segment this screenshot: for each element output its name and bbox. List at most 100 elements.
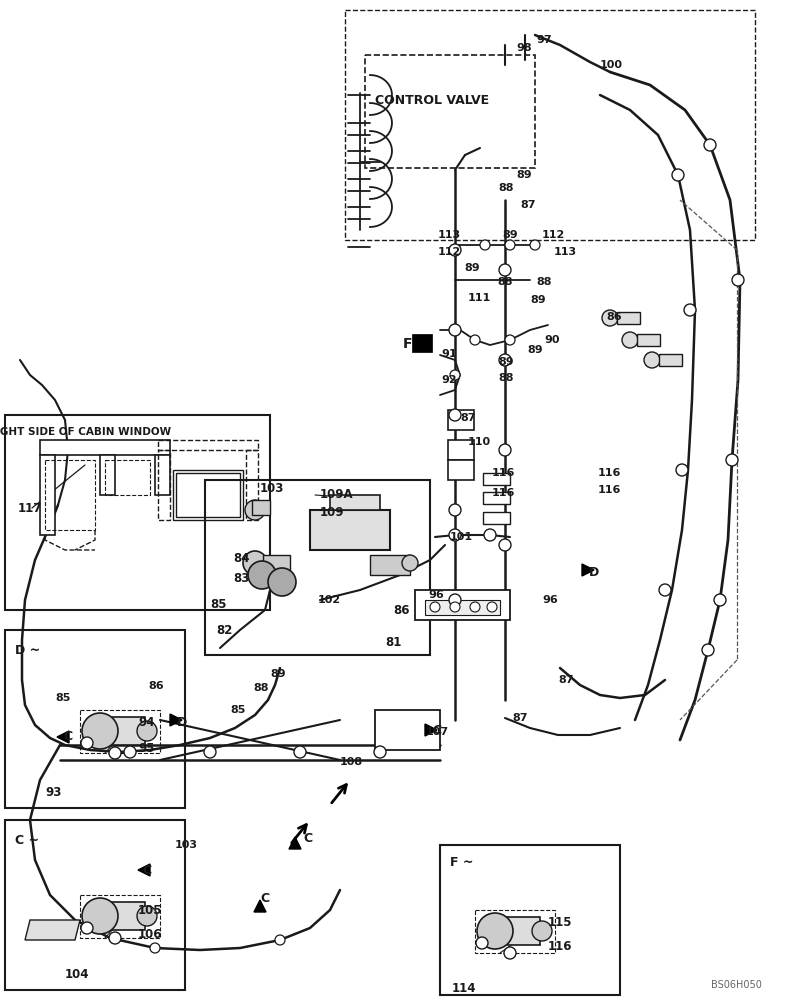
Bar — [158, 450, 170, 520]
Text: 115: 115 — [548, 916, 573, 928]
Text: 106: 106 — [138, 928, 162, 942]
Bar — [173, 470, 243, 520]
Text: 87: 87 — [520, 200, 535, 210]
Text: BS06H050: BS06H050 — [711, 980, 762, 990]
Circle shape — [449, 594, 461, 606]
Text: F ~: F ~ — [450, 856, 474, 868]
Text: 102: 102 — [318, 595, 341, 605]
Text: 95: 95 — [138, 742, 154, 754]
Bar — [310, 510, 390, 550]
Circle shape — [484, 529, 496, 541]
Text: C: C — [63, 730, 73, 744]
Circle shape — [470, 602, 480, 612]
Bar — [412, 334, 432, 352]
Text: 88: 88 — [253, 683, 268, 693]
Circle shape — [82, 713, 118, 749]
Bar — [483, 512, 510, 524]
Text: 117: 117 — [18, 502, 43, 514]
Text: 86: 86 — [148, 681, 164, 691]
Text: 112: 112 — [438, 247, 461, 257]
Circle shape — [449, 504, 461, 516]
Bar — [370, 555, 410, 575]
Circle shape — [81, 737, 93, 749]
Text: 86: 86 — [606, 312, 622, 322]
Text: 104: 104 — [65, 968, 89, 982]
Text: 85: 85 — [210, 598, 227, 611]
Text: 89: 89 — [530, 295, 546, 305]
Circle shape — [294, 746, 306, 758]
Text: 116: 116 — [548, 940, 573, 954]
Circle shape — [243, 551, 267, 575]
Text: 110: 110 — [468, 437, 491, 447]
Text: 103: 103 — [260, 482, 284, 494]
Circle shape — [150, 943, 160, 953]
Text: 108: 108 — [340, 757, 363, 767]
Text: 97: 97 — [536, 35, 551, 45]
Text: 88: 88 — [497, 277, 512, 287]
Bar — [40, 455, 55, 535]
Polygon shape — [138, 864, 150, 876]
Circle shape — [81, 922, 93, 934]
Circle shape — [245, 500, 265, 520]
Bar — [475, 910, 555, 953]
Text: 116: 116 — [492, 488, 516, 498]
Text: C: C — [432, 724, 442, 736]
Circle shape — [109, 932, 121, 944]
Bar — [80, 895, 160, 938]
Polygon shape — [254, 900, 266, 912]
Polygon shape — [25, 920, 80, 940]
Circle shape — [505, 240, 515, 250]
Circle shape — [602, 310, 618, 326]
Bar — [246, 450, 258, 520]
Circle shape — [204, 746, 216, 758]
Text: 109: 109 — [320, 506, 345, 518]
Bar — [483, 473, 510, 485]
Text: 85: 85 — [55, 693, 70, 703]
Circle shape — [487, 602, 497, 612]
Bar — [448, 460, 474, 480]
Text: 105: 105 — [138, 904, 162, 916]
Circle shape — [499, 354, 511, 366]
Circle shape — [124, 746, 136, 758]
Bar — [425, 600, 500, 615]
Text: 88: 88 — [536, 277, 551, 287]
Circle shape — [275, 935, 285, 945]
Bar — [617, 312, 640, 324]
Bar — [375, 710, 440, 750]
Text: 88: 88 — [498, 373, 513, 383]
Text: 112: 112 — [542, 230, 565, 240]
Text: 92: 92 — [441, 375, 457, 385]
Text: 116: 116 — [492, 468, 516, 478]
Circle shape — [477, 913, 513, 949]
Bar — [80, 710, 160, 753]
Text: 111: 111 — [468, 293, 491, 303]
Bar — [263, 555, 290, 571]
Bar — [365, 55, 535, 168]
Text: C: C — [261, 892, 269, 906]
Text: 116: 116 — [598, 468, 622, 478]
Bar — [90, 717, 145, 745]
Bar — [415, 590, 510, 620]
Circle shape — [82, 898, 118, 934]
Text: 86: 86 — [393, 603, 409, 616]
Text: 100: 100 — [600, 60, 623, 70]
Circle shape — [622, 332, 638, 348]
Circle shape — [499, 539, 511, 551]
Circle shape — [470, 335, 480, 345]
Bar — [155, 455, 170, 495]
Bar — [448, 440, 474, 460]
Bar — [345, 10, 755, 240]
Bar — [330, 495, 380, 510]
Circle shape — [659, 584, 671, 596]
Circle shape — [449, 529, 461, 541]
Text: 85: 85 — [230, 705, 246, 715]
Circle shape — [480, 240, 490, 250]
Polygon shape — [425, 724, 437, 736]
Bar — [40, 440, 170, 455]
Circle shape — [268, 568, 296, 596]
Text: 114: 114 — [452, 982, 477, 994]
Bar — [440, 845, 620, 995]
Text: 90: 90 — [544, 335, 559, 345]
Text: C ~: C ~ — [15, 834, 39, 846]
Bar — [90, 902, 145, 930]
